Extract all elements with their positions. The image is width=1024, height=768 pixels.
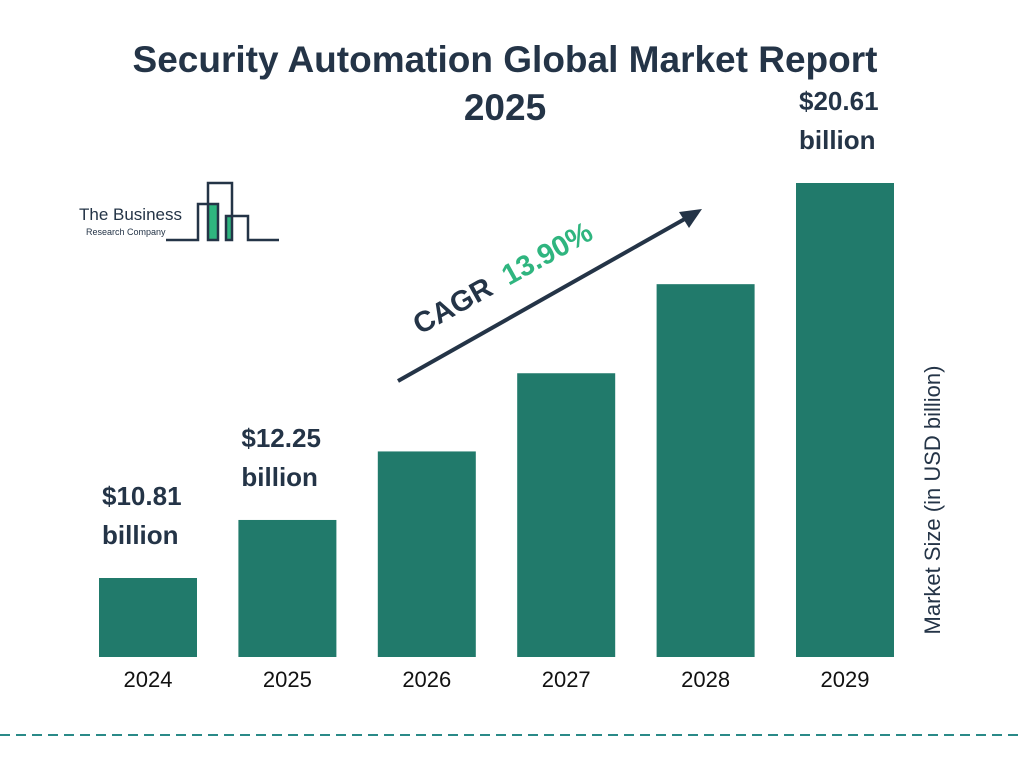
bar-2024	[99, 578, 197, 657]
data-label: billion	[102, 520, 179, 550]
logo-text: The Business	[79, 205, 182, 224]
data-label: $10.81	[102, 481, 182, 511]
cagr-arrow	[397, 209, 702, 383]
x-tick-label: 2025	[263, 667, 312, 692]
data-label: $20.61	[799, 86, 879, 116]
y-axis-label: Market Size (in USD billion)	[920, 366, 945, 635]
x-tick-label: 2028	[681, 667, 730, 692]
bar-2029	[796, 183, 894, 657]
data-label: billion	[799, 125, 876, 155]
x-tick-label: 2029	[821, 667, 870, 692]
cagr-value: 13.90%	[497, 216, 599, 292]
data-label: billion	[241, 462, 318, 492]
x-tick-label: 2024	[124, 667, 173, 692]
bar-2028	[656, 284, 755, 657]
x-tick-label: 2027	[542, 667, 591, 692]
chart-title: Security Automation Global Market Report…	[132, 39, 878, 128]
bar-2026	[377, 451, 476, 657]
x-tick-label: 2026	[402, 667, 451, 692]
logo-icon	[166, 181, 279, 242]
data-label: $12.25	[241, 423, 321, 453]
logo-subtext: Research Company	[86, 227, 166, 237]
bar-2027	[517, 373, 616, 657]
bar-2025	[238, 519, 337, 657]
